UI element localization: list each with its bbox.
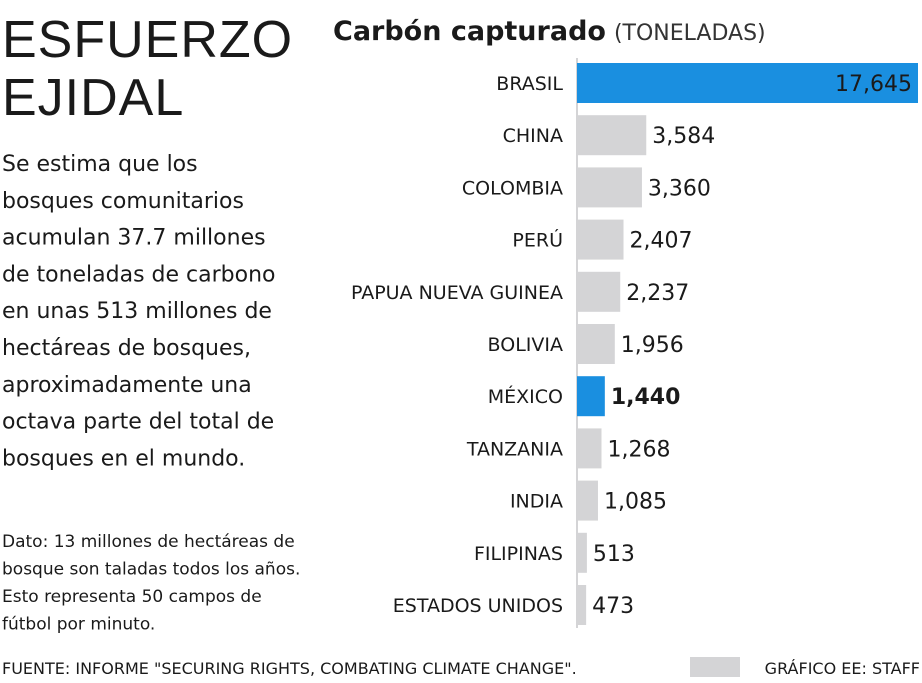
description-line: en unas 513 millones de <box>2 299 272 324</box>
category-label: PERÚ <box>512 228 563 252</box>
source: FUENTE: INFORME "SECURING RIGHTS, COMBAT… <box>2 659 577 678</box>
note-line: fútbol por minuto. <box>2 615 155 635</box>
bar <box>577 63 918 103</box>
category-label: PAPUA NUEVA GUINEA <box>351 282 563 304</box>
headline: EJIDAL <box>2 69 184 127</box>
description-line: acumulan 37.7 millones <box>2 226 266 251</box>
value-label: 3,584 <box>652 124 715 149</box>
bar <box>577 585 587 625</box>
category-label: ESTADOS UNIDOS <box>393 595 563 617</box>
chart-title: Carbón capturado (TONELADAS) <box>333 16 766 47</box>
description-line: octava parte del total de <box>2 410 274 435</box>
value-label: 1,956 <box>621 333 684 358</box>
value-label: 1,085 <box>604 490 667 515</box>
value-label: 1,440 <box>611 385 681 410</box>
bar <box>577 480 598 521</box>
bar <box>577 219 624 260</box>
bar <box>577 376 605 417</box>
value-label: 1,268 <box>608 437 671 462</box>
bar <box>577 428 602 469</box>
category-label: INDIA <box>510 491 563 513</box>
value-label: 2,407 <box>630 229 693 254</box>
category-label: COLOMBIA <box>462 177 563 199</box>
credit: GRÁFICO EE: STAFF <box>765 659 920 678</box>
category-label: BOLIVIA <box>488 334 563 356</box>
description-line: hectáreas de bosques, <box>2 336 251 361</box>
description-line: de toneladas de carbono <box>2 262 276 287</box>
category-label: FILIPINAS <box>474 543 563 565</box>
category-label: BRASIL <box>496 73 563 95</box>
headline: ESFUERZO <box>2 11 293 69</box>
value-label: 17,645 <box>835 72 912 97</box>
bar <box>577 115 647 156</box>
footer-band <box>690 657 740 677</box>
note-line: bosque son taladas todos los años. <box>2 560 300 580</box>
bar <box>577 271 621 312</box>
note-line: Dato: 13 millones de hectáreas de <box>2 532 295 552</box>
description-line: aproximadamente una <box>2 373 252 398</box>
bar <box>577 167 642 208</box>
title: Carbón capturado <box>333 16 606 47</box>
description-line: bosques comunitarios <box>2 189 244 214</box>
unit: (TONELADAS) <box>614 21 766 46</box>
description-line: bosques en el mundo. <box>2 446 245 471</box>
category-label: TANZANIA <box>466 438 563 460</box>
value-label: 2,237 <box>626 281 689 306</box>
category-label: MÉXICO <box>488 385 563 408</box>
description-line: Se estima que los <box>2 152 198 177</box>
note-line: Esto representa 50 campos de <box>2 587 262 607</box>
value-label: 3,360 <box>648 176 711 201</box>
bar <box>577 324 615 364</box>
value-label: 513 <box>593 542 635 567</box>
category-label: CHINA <box>503 125 563 147</box>
bar <box>577 532 587 573</box>
value-label: 473 <box>592 594 634 619</box>
